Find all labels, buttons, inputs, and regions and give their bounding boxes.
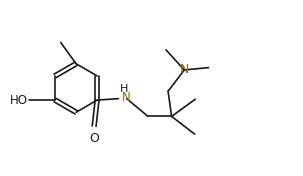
Text: H: H <box>119 84 128 94</box>
Text: HO: HO <box>10 94 28 107</box>
Text: O: O <box>89 132 99 145</box>
Text: N: N <box>122 91 130 104</box>
Text: N: N <box>180 63 189 76</box>
